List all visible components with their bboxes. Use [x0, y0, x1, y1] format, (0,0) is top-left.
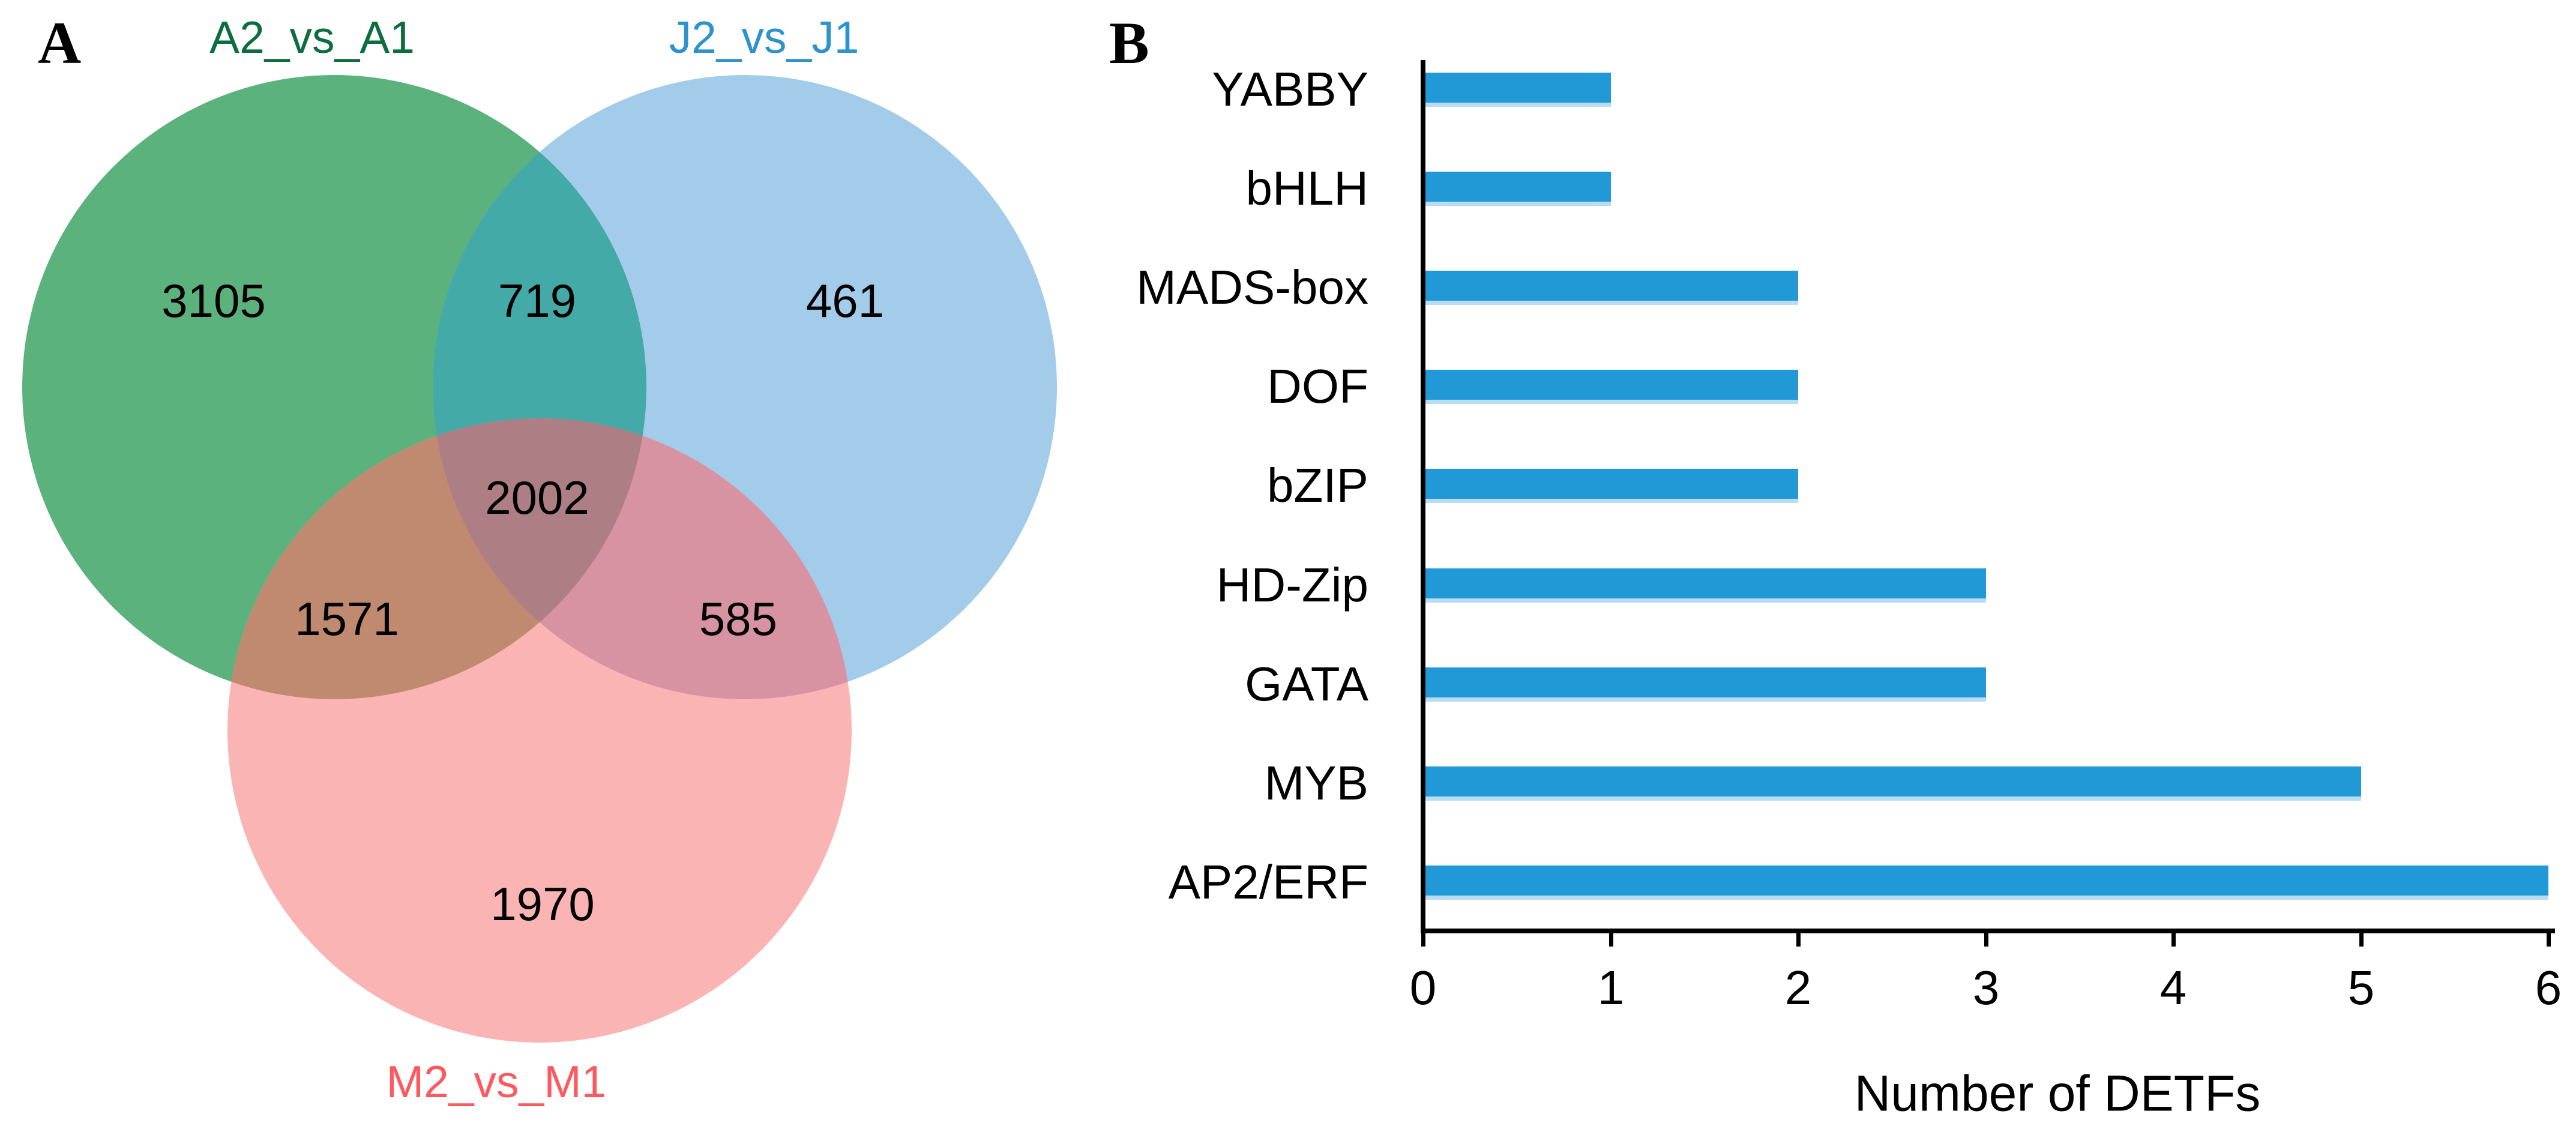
- bar: [1425, 766, 2361, 801]
- bar: [1425, 370, 1798, 404]
- x-axis-tick: [1796, 933, 1801, 947]
- x-axis-line: [1421, 929, 2555, 933]
- y-axis-line: [1421, 60, 1425, 933]
- venn-value-blue-only: 461: [806, 274, 884, 327]
- x-axis-tick-label: 0: [1409, 961, 1437, 1014]
- x-axis-tick: [2359, 933, 2364, 947]
- venn-value-green-pink: 1571: [295, 592, 399, 645]
- x-axis-tick-label: 3: [1972, 961, 2000, 1014]
- bar: [1425, 568, 1986, 603]
- bar: [1425, 271, 1798, 305]
- x-axis-tick: [2547, 933, 2551, 947]
- category-label: MADS-box: [1136, 260, 1368, 314]
- category-label: YABBY: [1212, 62, 1368, 116]
- category-label: bHLH: [1245, 161, 1368, 215]
- category-label: MYB: [1264, 756, 1368, 810]
- category-label: GATA: [1245, 657, 1368, 711]
- bar: [1425, 469, 1798, 503]
- venn-set-label-green: A2_vs_A1: [209, 12, 415, 62]
- panel-a-label: A: [38, 10, 82, 76]
- category-label: HD-Zip: [1216, 558, 1368, 612]
- venn-value-blue-pink: 585: [699, 592, 777, 645]
- category-label: AP2/ERF: [1168, 855, 1368, 909]
- venn-value-green-only: 3105: [161, 274, 266, 327]
- venn-overlap-green-pink: [227, 418, 646, 699]
- x-axis-tick: [1609, 933, 1613, 947]
- x-axis-tick-label: 6: [2535, 961, 2562, 1014]
- venn-value-green-blue: 719: [498, 274, 576, 327]
- venn-diagram: A2_vs_A1 J2_vs_J1 M2_vs_M1 3105 719 461 …: [22, 12, 1057, 1107]
- x-axis-title: Number of DETFs: [1854, 1065, 2261, 1122]
- category-label: bZIP: [1267, 459, 1368, 512]
- x-axis-tick: [1421, 933, 1425, 947]
- x-axis-tick-label: 1: [1597, 961, 1625, 1014]
- venn-value-center: 2002: [485, 471, 589, 524]
- venn-value-pink-only: 1970: [490, 878, 595, 930]
- venn-set-label-pink: M2_vs_M1: [387, 1056, 607, 1107]
- bar: [1425, 73, 1611, 107]
- bar: [1425, 172, 1611, 206]
- x-axis-tick: [2171, 933, 2176, 947]
- bar: [1425, 866, 2548, 900]
- panel-b-label: B: [1109, 10, 1149, 76]
- venn-set-label-blue: J2_vs_J1: [669, 12, 859, 62]
- bar: [1425, 667, 1986, 702]
- x-axis-tick: [1984, 933, 1988, 947]
- x-axis-tick-label: 2: [1784, 961, 1812, 1014]
- venn-overlap-blue-pink: [433, 418, 852, 699]
- x-axis-tick-label: 5: [2347, 961, 2375, 1014]
- category-label: DOF: [1267, 360, 1368, 413]
- x-axis-tick-label: 4: [2159, 961, 2187, 1014]
